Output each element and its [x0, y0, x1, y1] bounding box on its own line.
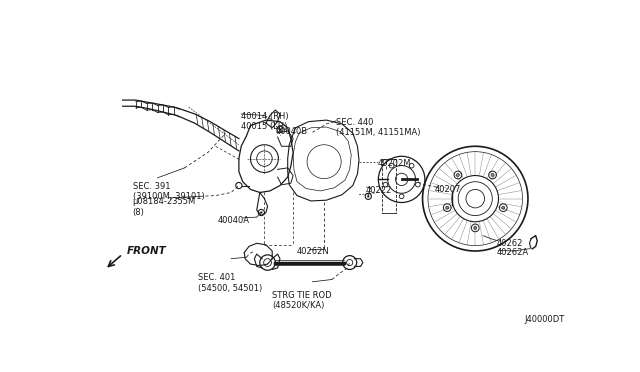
Text: 40202M: 40202M	[378, 158, 411, 168]
Text: 40040A: 40040A	[218, 216, 250, 225]
Text: SEC. 401
(54500, 54501): SEC. 401 (54500, 54501)	[198, 273, 262, 293]
Text: 40207: 40207	[435, 185, 461, 194]
Circle shape	[260, 211, 262, 214]
Text: J40000DT: J40000DT	[524, 315, 564, 324]
Text: STRG TIE ROD
(48520K/KA): STRG TIE ROD (48520K/KA)	[272, 291, 332, 311]
Text: 40040B: 40040B	[276, 127, 308, 136]
Circle shape	[456, 173, 460, 176]
Text: SEC. 391
(39100M, 39101): SEC. 391 (39100M, 39101)	[132, 182, 204, 201]
Circle shape	[502, 206, 505, 209]
Text: 40262A: 40262A	[497, 248, 529, 257]
Text: µ08184-2355M
(8): µ08184-2355M (8)	[132, 197, 195, 217]
Text: SEC. 440
(41151M, 41151MA): SEC. 440 (41151M, 41151MA)	[336, 118, 420, 137]
Text: 40014 (RH)
40015 (LH): 40014 (RH) 40015 (LH)	[241, 112, 289, 131]
Circle shape	[445, 206, 449, 209]
Text: 40262: 40262	[497, 239, 524, 248]
Text: FRONT: FRONT	[127, 246, 166, 256]
Circle shape	[279, 128, 281, 131]
Text: 40262N: 40262N	[297, 247, 330, 256]
Circle shape	[491, 173, 494, 176]
Circle shape	[367, 195, 369, 198]
Text: 40222: 40222	[365, 186, 392, 195]
Circle shape	[474, 226, 477, 230]
